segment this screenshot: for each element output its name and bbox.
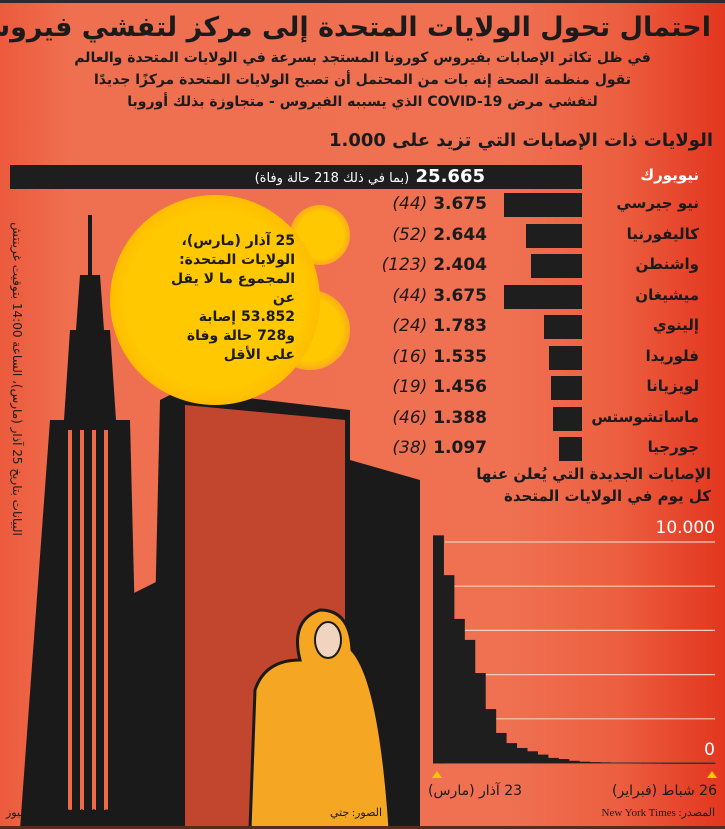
building-windows — [68, 430, 108, 810]
state-bar — [525, 223, 582, 248]
cases-value: 2.404 — [433, 255, 487, 275]
daily-bar — [474, 673, 486, 763]
x-start-label: 26 شباط (فبراير) — [612, 783, 717, 799]
state-bar — [504, 284, 582, 309]
state-value: 1.456 (19) — [392, 377, 487, 397]
summary-line: 53.852 إصابة — [198, 309, 295, 325]
daily-bar — [579, 761, 591, 763]
state-label: لويزيانا — [646, 377, 699, 395]
subtitle-line: تقول منظمة الصحة إنه بات من المحتمل أن ت… — [94, 72, 631, 88]
state-bar — [531, 254, 582, 278]
deaths-value: (46) — [392, 407, 428, 428]
summary-bubble — [110, 195, 320, 405]
states-chart-title: الولايات ذات الإصابات التي تزيد على 1.00… — [328, 130, 713, 151]
daily-bar — [516, 747, 528, 763]
daily-bar — [495, 732, 507, 763]
y-tick-label: 10.000 — [655, 518, 715, 538]
daily-chart-title: الإصابات الجديدة التي يُعلن عنها كل يوم … — [476, 465, 711, 505]
top-border — [0, 0, 725, 3]
state-value: 3.675 (44) — [392, 286, 487, 306]
triangle-marker-icon — [707, 771, 717, 778]
deaths-value: (16) — [392, 346, 428, 367]
photo-credit: الصور: جتي — [330, 807, 383, 819]
daily-bar — [547, 757, 559, 763]
daily-bar — [485, 709, 497, 763]
state-label: ميشيغان — [635, 285, 699, 304]
state-bar — [549, 345, 582, 370]
daily-bar — [443, 575, 455, 763]
summary-line: على الأقل — [223, 347, 295, 363]
daily-bar — [433, 535, 444, 763]
deaths-value: (123) — [381, 255, 428, 275]
state-label: نيويورك — [640, 166, 699, 184]
summary-line: الولايات المتحدة: — [179, 252, 295, 268]
cases-value: 1.388 — [433, 407, 487, 428]
state-value: 1.097 (38) — [392, 438, 487, 458]
summary-text: 25 آذار (مارس)، الولايات المتحدة: المجمو… — [150, 232, 295, 365]
cases-value: 1.097 — [433, 438, 487, 458]
daily-bar — [453, 618, 465, 763]
state-bar — [551, 376, 582, 400]
state-value: 2.404 (123) — [382, 255, 487, 275]
state-bar — [544, 315, 582, 339]
source: المصدر: New York Times — [601, 807, 715, 819]
cases-value: 1.783 — [433, 316, 487, 336]
triangle-marker-icon — [432, 771, 442, 778]
state-label: ماساتشوستس — [591, 407, 699, 426]
state-bar — [558, 437, 582, 461]
cases-value: 1.456 — [433, 377, 487, 397]
ny-deaths-note: (بما في ذلك 218 حالة وفاة) — [254, 171, 410, 186]
state-label: نيو جيرسي — [616, 194, 699, 212]
state-label: جورجيا — [647, 438, 699, 456]
state-value: 1.783 (24) — [392, 316, 487, 336]
cases-value: 1.535 — [433, 346, 487, 367]
daily-chart-bars — [433, 535, 716, 764]
daily-bar — [506, 743, 518, 763]
bottom-border — [0, 826, 725, 829]
subtitle-line: في ظل تكاثر الإصابات بفيروس كورونا المست… — [74, 50, 651, 66]
ny-value: 25.665 (بما في ذلك 218 حالة وفاة) — [255, 166, 485, 187]
state-bar — [10, 165, 582, 189]
state-bar — [504, 193, 582, 217]
subtitle-line: لتفشي مرض COVID-19 الذي يسببه الفيروس - … — [127, 94, 598, 110]
cases-value: 25.665 — [415, 166, 485, 187]
state-label: فلوريدا — [645, 346, 699, 365]
state-value: 1.535 (16) — [392, 347, 487, 367]
state-value: 1.388 (46) — [392, 408, 487, 428]
page-title: احتمال تحول الولايات المتحدة إلى مركز لت… — [0, 12, 711, 43]
daily-bar — [464, 639, 476, 763]
deaths-value: (44) — [392, 285, 428, 306]
daily-bar — [527, 751, 538, 763]
cases-value: 3.675 — [433, 285, 487, 306]
daily-bar — [537, 754, 549, 763]
summary-line: المجموع ما لا يقل عن — [170, 271, 295, 306]
data-date-note: البيانات بتاريخ 25 آذار (مارس)، الساعة 1… — [10, 222, 24, 536]
state-value: 3.675 (44) — [392, 194, 487, 214]
state-bar — [552, 406, 582, 431]
brand: GRAPHIC NEWS جرافيك نيوز — [6, 807, 145, 819]
deaths-value: (44) — [392, 194, 428, 214]
deaths-value: (19) — [392, 377, 428, 397]
summary-line: و728 حالة وفاة — [186, 328, 295, 344]
deaths-value: (24) — [392, 316, 428, 336]
daily-bar — [568, 760, 580, 763]
state-value: 2.644 (52) — [392, 225, 487, 245]
daily-bar — [558, 759, 570, 763]
state-label: واشنطن — [635, 255, 699, 273]
cases-value: 2.644 — [433, 224, 487, 245]
summary-line: 25 آذار (مارس)، — [181, 233, 296, 249]
state-label: إلينوي — [652, 316, 699, 334]
person-in-yellow — [248, 608, 392, 829]
y-tick-label: 0 — [704, 740, 715, 760]
cases-value: 3.675 — [433, 194, 487, 214]
x-end-label: 23 آذار (مارس) — [428, 783, 523, 799]
deaths-value: (38) — [392, 438, 428, 458]
deaths-value: (52) — [392, 224, 428, 245]
state-label: كاليفورنيا — [626, 224, 699, 243]
